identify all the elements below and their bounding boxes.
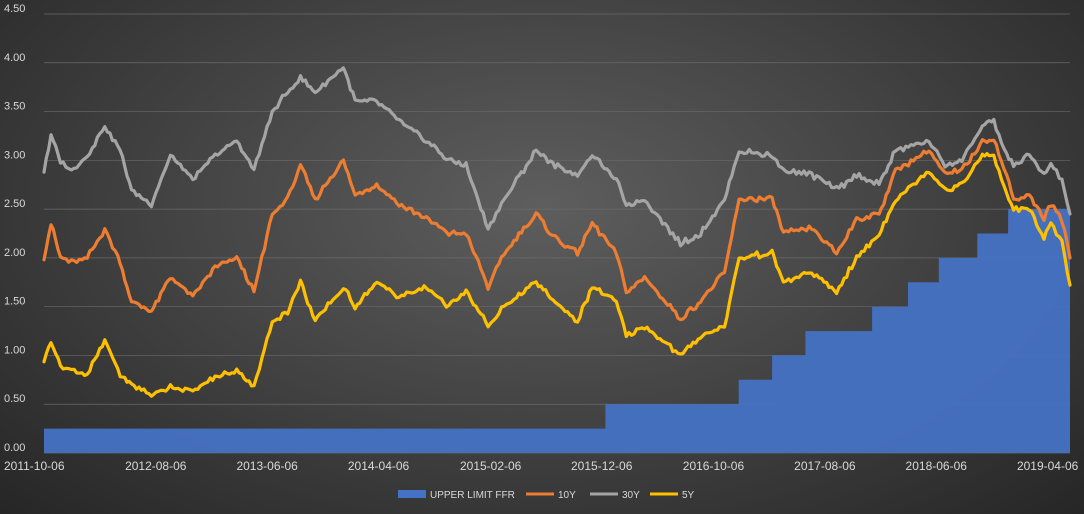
x-tick-label: 2017-08-06 [794, 459, 856, 473]
x-tick-label: 2013-06-06 [236, 459, 298, 473]
y-tick-label: 2.50 [4, 198, 25, 210]
y-tick-label: 0.50 [4, 393, 25, 405]
legend-label: 10Y [558, 490, 576, 501]
ffr-area [44, 209, 1070, 453]
x-tick-label: 2012-08-06 [125, 459, 187, 473]
series-line-30y [42, 66, 1072, 248]
legend: UPPER LIMIT FFR 10Y 30Y 5Y [398, 490, 695, 501]
ffr-area-layer [44, 209, 1070, 453]
series-line-10y [42, 138, 1072, 322]
x-tick-label: 2018-06-06 [906, 459, 968, 473]
y-tick-label: 1.50 [4, 296, 25, 308]
x-axis: 2011-10-06 2012-08-06 2013-06-06 2014-04-06… [4, 459, 1079, 473]
y-axis: 0.00 0.50 1.00 1.50 2.00 2.50 3.00 3.50 4.00 4.50 [4, 3, 25, 454]
series-line-5y [42, 152, 1072, 398]
x-tick-label: 2011-10-06 [4, 459, 65, 473]
x-tick-label: 2015-02-06 [460, 459, 522, 473]
legend-swatch-ffr [398, 490, 426, 498]
y-tick-label: 0.00 [4, 442, 25, 454]
legend-label: UPPER LIMIT FFR [430, 490, 515, 501]
legend-label: 5Y [682, 490, 695, 501]
y-tick-label: 4.50 [4, 3, 25, 15]
x-tick-label: 2014-04-06 [348, 459, 410, 473]
yield-lines-layer [42, 66, 1072, 398]
x-tick-label: 2015-12-06 [571, 459, 633, 473]
y-tick-label: 1.00 [4, 344, 25, 356]
y-tick-label: 3.00 [4, 149, 25, 161]
y-tick-label: 3.50 [4, 101, 25, 113]
y-tick-label: 2.00 [4, 247, 25, 259]
x-tick-label: 2019-04-06 [1017, 459, 1079, 473]
legend-label: 30Y [622, 490, 640, 501]
gridlines [44, 13, 1070, 454]
x-tick-label: 2016-10-06 [683, 459, 745, 473]
y-tick-label: 4.00 [4, 52, 25, 64]
